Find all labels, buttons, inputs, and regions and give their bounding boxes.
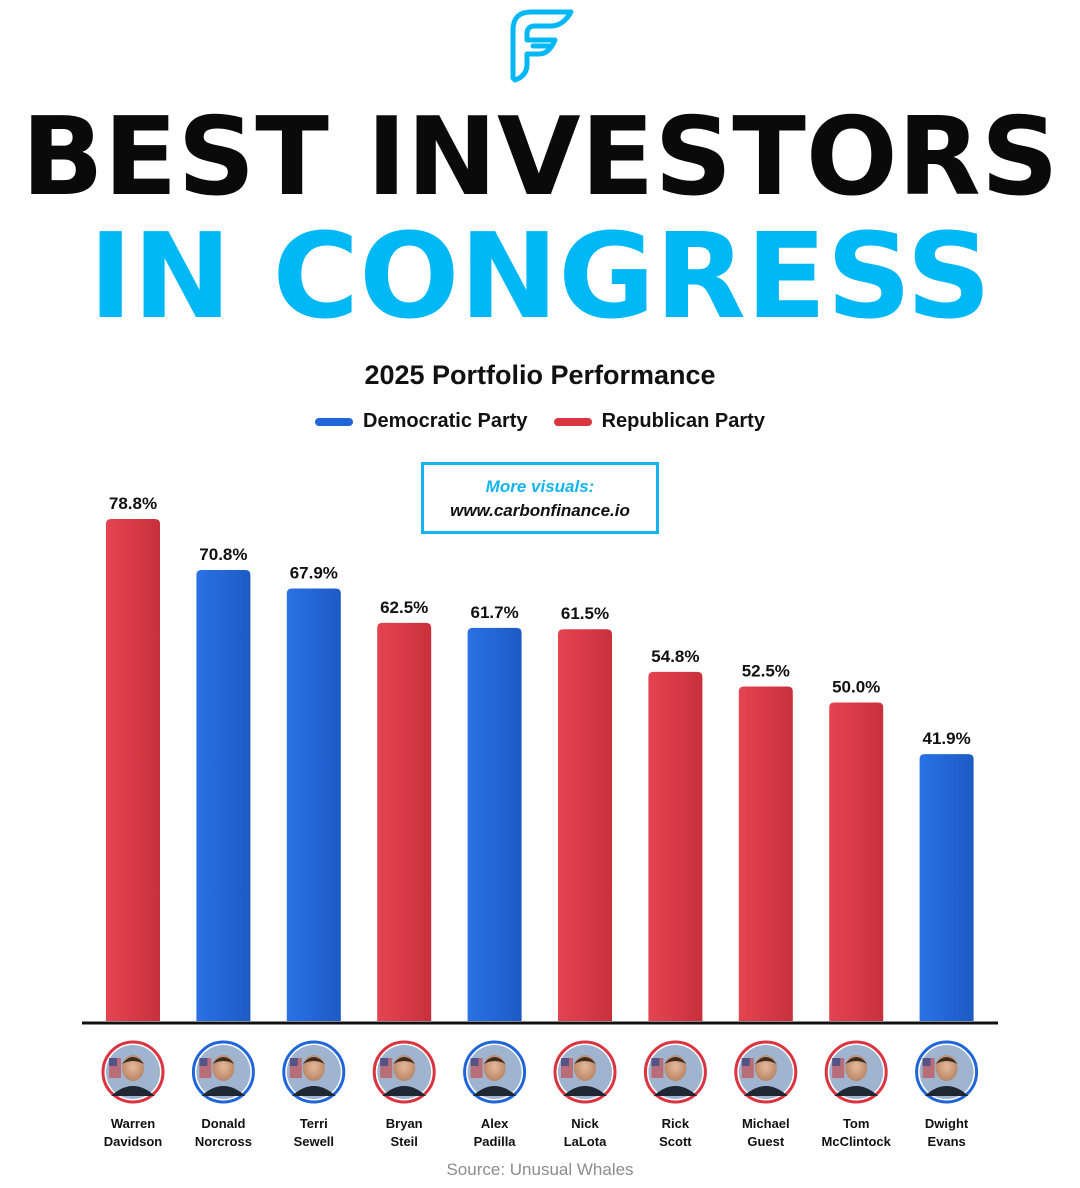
name-label-donald-norcross: Donald bbox=[201, 1116, 245, 1131]
avatar-dwight-evans-icon bbox=[915, 1040, 979, 1104]
name-label-bryan-steil: Bryan bbox=[386, 1116, 423, 1131]
carbon-finance-f-logo-icon bbox=[510, 9, 574, 83]
name-label-michael-guest: Michael bbox=[742, 1116, 790, 1131]
avatar-bryan-steil-icon bbox=[372, 1040, 436, 1104]
headline-title: BEST INVESTORS bbox=[21, 95, 1059, 220]
avatar-tom-mcclintock-icon bbox=[824, 1040, 888, 1104]
bar-rick-scott bbox=[648, 671, 703, 1021]
value-label-dwight-evans: 41.9% bbox=[922, 729, 970, 748]
bar-donald-norcross bbox=[196, 569, 251, 1021]
value-label-rick-scott: 54.8% bbox=[651, 647, 699, 666]
bar-nick-lalota bbox=[558, 629, 612, 1021]
legend-label-democratic: Democratic Party bbox=[363, 410, 528, 432]
name-label-nick-lalota: LaLota bbox=[564, 1134, 607, 1149]
avatar-rick-scott-icon bbox=[643, 1040, 707, 1104]
name-label-dwight-evans: Dwight bbox=[925, 1116, 969, 1131]
legend-swatch-democratic bbox=[315, 417, 354, 426]
name-label-terri-sewell: Sewell bbox=[294, 1134, 334, 1149]
avatar-donald-norcross-icon bbox=[191, 1040, 255, 1104]
name-label-dwight-evans: Evans bbox=[927, 1134, 965, 1149]
legend-item-democratic: Democratic Party bbox=[315, 410, 528, 433]
name-label-michael-guest: Guest bbox=[747, 1134, 785, 1149]
bar-bryan-steil bbox=[377, 622, 432, 1021]
bar-alex-padilla bbox=[467, 627, 522, 1021]
name-label-warren-davidson: Warren bbox=[111, 1116, 155, 1131]
value-label-donald-norcross: 70.8% bbox=[199, 545, 247, 564]
name-label-terri-sewell: Terri bbox=[300, 1116, 328, 1131]
name-label-tom-mcclintock: Tom bbox=[843, 1116, 869, 1131]
promo-box[interactable]: More visuals: www.carbonfinance.io bbox=[421, 462, 659, 534]
avatar-terri-sewell-icon bbox=[282, 1040, 346, 1104]
source-note: Source: Unusual Whales bbox=[446, 1160, 634, 1179]
value-label-michael-guest: 52.5% bbox=[742, 662, 790, 681]
value-label-warren-davidson: 78.8% bbox=[109, 494, 157, 513]
name-label-alex-padilla: Padilla bbox=[474, 1134, 517, 1149]
value-label-alex-padilla: 61.7% bbox=[470, 603, 518, 622]
promo-link[interactable]: www.carbonfinance.io bbox=[450, 501, 630, 520]
headline-subtitle: IN CONGRESS bbox=[88, 207, 992, 345]
avatar-michael-guest-icon bbox=[734, 1040, 798, 1104]
name-label-rick-scott: Scott bbox=[659, 1134, 692, 1149]
bar-michael-guest bbox=[738, 686, 793, 1021]
value-label-tom-mcclintock: 50.0% bbox=[832, 677, 880, 696]
promo-label: More visuals: bbox=[485, 477, 595, 496]
chart-legend: Democratic Party Republican Party bbox=[0, 410, 1080, 433]
name-label-alex-padilla: Alex bbox=[481, 1116, 509, 1131]
name-label-bryan-steil: Steil bbox=[390, 1134, 417, 1149]
name-label-donald-norcross: Norcross bbox=[195, 1134, 252, 1149]
value-label-terri-sewell: 67.9% bbox=[290, 563, 338, 582]
legend-swatch-republican bbox=[553, 417, 592, 426]
legend-item-republican: Republican Party bbox=[553, 410, 765, 433]
bar-chart: 78.8% 70.8% 67.9% 62.5% 61.7% 61.5% 54.8% 52.5%… bbox=[82, 494, 998, 1149]
bar-warren-davidson bbox=[106, 519, 160, 1021]
value-label-nick-lalota: 61.5% bbox=[561, 604, 609, 623]
bar-tom-mcclintock bbox=[829, 702, 884, 1021]
avatar-alex-padilla-icon bbox=[463, 1040, 527, 1104]
name-label-warren-davidson: Davidson bbox=[104, 1134, 163, 1149]
bars-layer: 78.8% 70.8% 67.9% 62.5% 61.7% 61.5% 54.8% 52.5%… bbox=[106, 494, 974, 1021]
name-label-nick-lalota: Nick bbox=[571, 1116, 599, 1131]
value-label-bryan-steil: 62.5% bbox=[380, 598, 428, 617]
avatar-warren-davidson-icon bbox=[101, 1040, 165, 1104]
chart-title: 2025 Portfolio Performance bbox=[364, 360, 716, 390]
legend-label-republican: Republican Party bbox=[601, 410, 765, 432]
name-label-tom-mcclintock: McClintock bbox=[822, 1134, 892, 1149]
bar-dwight-evans bbox=[919, 754, 974, 1021]
name-label-rick-scott: Rick bbox=[662, 1116, 690, 1131]
avatar-nick-lalota-icon bbox=[553, 1040, 617, 1104]
avatars-layer: Warren Davidson Donald Norcross Terri Sewell B… bbox=[101, 1040, 979, 1149]
bar-terri-sewell bbox=[286, 588, 341, 1021]
